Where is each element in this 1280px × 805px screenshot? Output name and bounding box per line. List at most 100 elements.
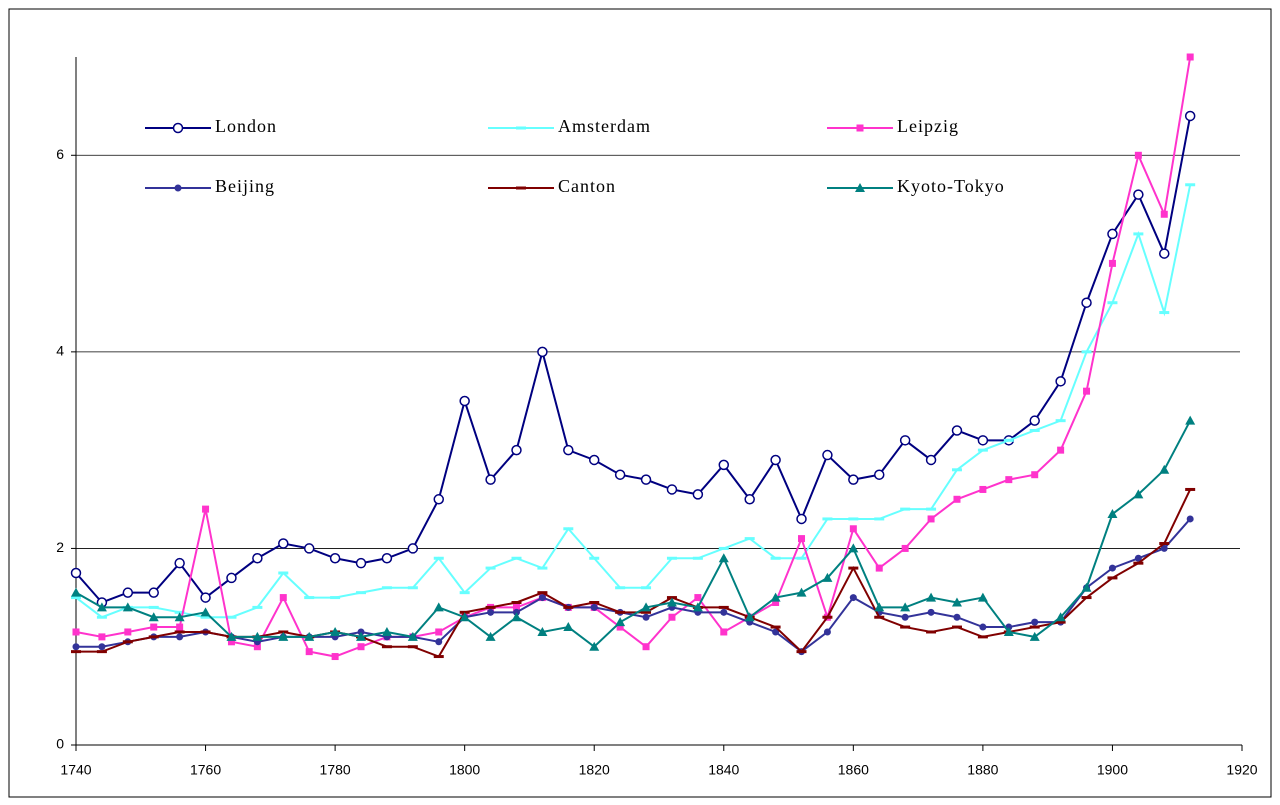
marker: [1160, 210, 1168, 218]
marker: [174, 612, 185, 622]
marker: [537, 346, 548, 358]
y-tick-label: 6: [56, 146, 64, 162]
marker: [951, 425, 963, 436]
marker: [614, 469, 626, 480]
marker: [1055, 612, 1066, 622]
marker: [150, 623, 158, 631]
marker: [278, 538, 289, 549]
marker: [124, 628, 132, 636]
marker: [1107, 228, 1118, 240]
marker: [1083, 387, 1091, 395]
marker: [200, 607, 211, 617]
marker: [720, 608, 728, 616]
marker: [744, 494, 755, 505]
marker: [356, 631, 367, 641]
marker: [172, 122, 184, 134]
marker: [1133, 489, 1144, 499]
x-tick-label: 1820: [579, 762, 610, 778]
marker: [642, 643, 650, 651]
marker: [407, 543, 419, 554]
marker: [487, 608, 495, 616]
marker: [433, 494, 445, 505]
marker: [718, 553, 729, 563]
marker: [823, 628, 831, 636]
marker: [772, 628, 780, 636]
marker: [874, 602, 885, 612]
x-tick-label: 1860: [838, 762, 869, 778]
marker: [925, 454, 937, 466]
marker: [822, 449, 833, 461]
marker: [873, 469, 885, 480]
marker: [718, 459, 730, 471]
marker: [226, 572, 237, 584]
marker: [1133, 189, 1144, 200]
marker: [1186, 53, 1194, 61]
marker: [848, 474, 859, 485]
series-line: [75, 420, 1192, 649]
marker: [926, 592, 937, 602]
marker: [71, 587, 81, 597]
marker: [849, 525, 857, 533]
marker: [563, 444, 574, 456]
marker: [953, 613, 961, 621]
marker: [279, 594, 287, 602]
marker: [563, 622, 574, 632]
marker: [900, 602, 911, 612]
marker: [329, 553, 341, 564]
marker: [666, 484, 678, 495]
marker: [485, 474, 496, 485]
marker: [1081, 297, 1092, 308]
marker: [538, 594, 546, 602]
marker: [951, 597, 962, 607]
legend-label: London: [215, 116, 277, 136]
marker: [72, 643, 80, 651]
marker: [979, 485, 987, 493]
marker: [927, 515, 935, 523]
marker: [459, 612, 470, 622]
marker: [772, 598, 780, 606]
x-tick-label: 1780: [320, 762, 351, 778]
marker: [1081, 582, 1092, 592]
marker: [435, 628, 443, 636]
marker: [330, 626, 341, 636]
marker: [381, 553, 393, 564]
marker: [856, 124, 864, 132]
marker: [642, 613, 650, 621]
marker: [953, 495, 961, 503]
marker: [588, 454, 600, 466]
legend-label: Beijing: [215, 176, 275, 196]
marker: [1057, 446, 1065, 454]
marker: [433, 602, 444, 612]
marker: [668, 613, 676, 621]
marker: [96, 602, 107, 612]
marker: [1108, 259, 1116, 267]
marker: [1031, 618, 1039, 626]
marker: [70, 567, 82, 579]
marker: [855, 183, 865, 192]
marker: [407, 631, 418, 641]
marker: [174, 184, 182, 192]
marker: [331, 653, 339, 661]
marker: [148, 587, 159, 598]
legend-label: Canton: [558, 176, 616, 196]
marker: [901, 613, 909, 621]
series-line: [75, 56, 1192, 658]
marker: [977, 435, 989, 446]
marker: [1134, 554, 1142, 562]
marker: [1134, 151, 1142, 159]
marker: [459, 395, 470, 407]
marker: [357, 643, 365, 651]
marker: [1005, 476, 1013, 484]
marker: [977, 592, 988, 602]
marker: [537, 626, 548, 636]
marker: [485, 631, 496, 641]
marker: [304, 631, 315, 641]
marker: [641, 602, 652, 612]
marker: [1160, 544, 1168, 552]
marker: [640, 474, 652, 485]
marker: [1184, 110, 1196, 122]
marker: [305, 648, 313, 656]
x-tick-label: 1800: [449, 762, 480, 778]
marker: [355, 557, 367, 569]
marker: [278, 631, 289, 641]
